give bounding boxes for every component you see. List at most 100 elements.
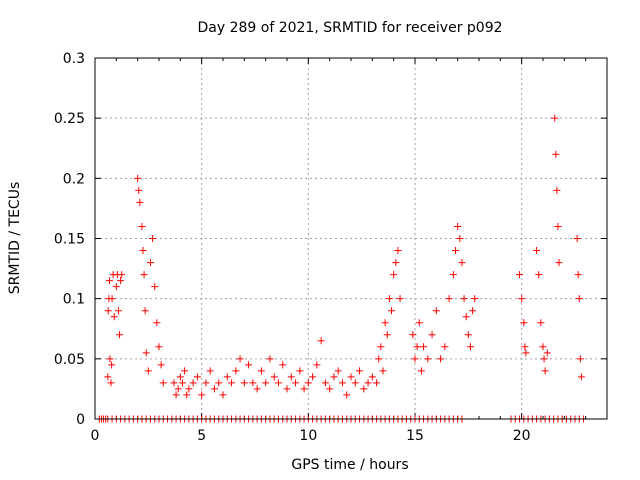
data-points — [95, 114, 588, 423]
data-point — [368, 373, 376, 381]
plot-frame — [94, 57, 608, 420]
data-point — [157, 361, 165, 369]
data-point — [554, 222, 562, 230]
data-point — [415, 319, 423, 327]
grid — [95, 58, 607, 419]
data-point — [321, 379, 329, 387]
data-point — [456, 235, 464, 242]
data-point — [108, 295, 116, 303]
data-point — [112, 283, 120, 291]
data-point — [539, 343, 547, 351]
data-point — [292, 379, 300, 387]
data-point — [379, 367, 387, 375]
data-point — [309, 373, 317, 381]
data-point — [304, 379, 312, 387]
data-point — [151, 283, 159, 291]
data-point — [313, 361, 321, 369]
data-point — [466, 343, 474, 351]
data-point — [189, 379, 197, 387]
data-point — [232, 367, 240, 375]
data-point — [390, 271, 398, 279]
data-point — [135, 186, 143, 194]
data-point — [245, 361, 253, 369]
y-tick-label: 0.15 — [54, 232, 85, 248]
data-point — [413, 343, 421, 351]
data-point — [106, 277, 114, 285]
data-point — [388, 307, 396, 315]
data-point — [432, 307, 440, 315]
data-point — [287, 373, 295, 381]
data-point — [210, 385, 218, 393]
data-point — [394, 247, 402, 255]
data-point — [215, 379, 223, 387]
data-point — [178, 379, 186, 387]
data-point — [469, 307, 477, 315]
data-point — [411, 355, 419, 363]
data-point — [296, 367, 304, 375]
data-point — [347, 373, 355, 381]
data-point — [356, 367, 364, 375]
data-point — [141, 307, 149, 315]
data-point — [381, 319, 389, 327]
data-point — [537, 319, 545, 327]
data-point — [266, 355, 274, 363]
data-point — [116, 331, 124, 339]
y-tick-label: 0.2 — [63, 171, 85, 187]
data-point — [236, 355, 244, 363]
data-point — [516, 271, 524, 279]
data-point — [110, 313, 118, 321]
data-point — [449, 271, 457, 279]
data-point — [458, 259, 466, 267]
data-point — [279, 361, 287, 369]
data-point — [360, 385, 368, 393]
data-point — [437, 355, 445, 363]
data-point — [223, 373, 231, 381]
data-point — [206, 367, 214, 375]
data-point — [118, 271, 126, 279]
y-tick-label: 0 — [76, 412, 85, 428]
data-point — [106, 355, 114, 363]
data-point — [576, 355, 584, 363]
data-point — [117, 277, 125, 285]
data-point — [377, 343, 385, 351]
data-point — [553, 186, 561, 194]
data-point — [142, 349, 150, 357]
data-point — [417, 367, 425, 375]
data-point — [551, 114, 559, 122]
data-point — [193, 373, 201, 381]
data-point — [373, 379, 381, 387]
data-point — [334, 367, 342, 375]
data-point — [240, 379, 248, 387]
data-point — [520, 319, 528, 327]
data-point — [181, 367, 189, 375]
data-point — [262, 379, 270, 387]
data-point — [420, 343, 428, 351]
data-point — [172, 391, 180, 399]
data-point — [114, 307, 122, 315]
data-point — [198, 391, 206, 399]
data-point — [351, 379, 359, 387]
data-point — [522, 349, 530, 357]
data-point — [228, 379, 236, 387]
data-point — [274, 379, 282, 387]
data-point — [364, 379, 372, 387]
data-point — [460, 295, 468, 303]
data-point — [176, 373, 184, 381]
data-point — [375, 355, 383, 363]
y-axis-label: SRMTID / TECUs — [7, 182, 23, 295]
data-point — [104, 373, 112, 381]
x-tick-label: 15 — [406, 428, 424, 444]
data-point — [464, 331, 472, 339]
data-point — [139, 247, 147, 255]
data-point — [543, 349, 551, 357]
data-point — [104, 307, 112, 315]
x-tick-label: 0 — [91, 428, 100, 444]
data-point — [136, 198, 144, 206]
data-point — [108, 361, 116, 369]
data-point — [385, 295, 393, 303]
data-point — [270, 373, 278, 381]
data-point — [159, 379, 167, 387]
data-point — [249, 379, 257, 387]
